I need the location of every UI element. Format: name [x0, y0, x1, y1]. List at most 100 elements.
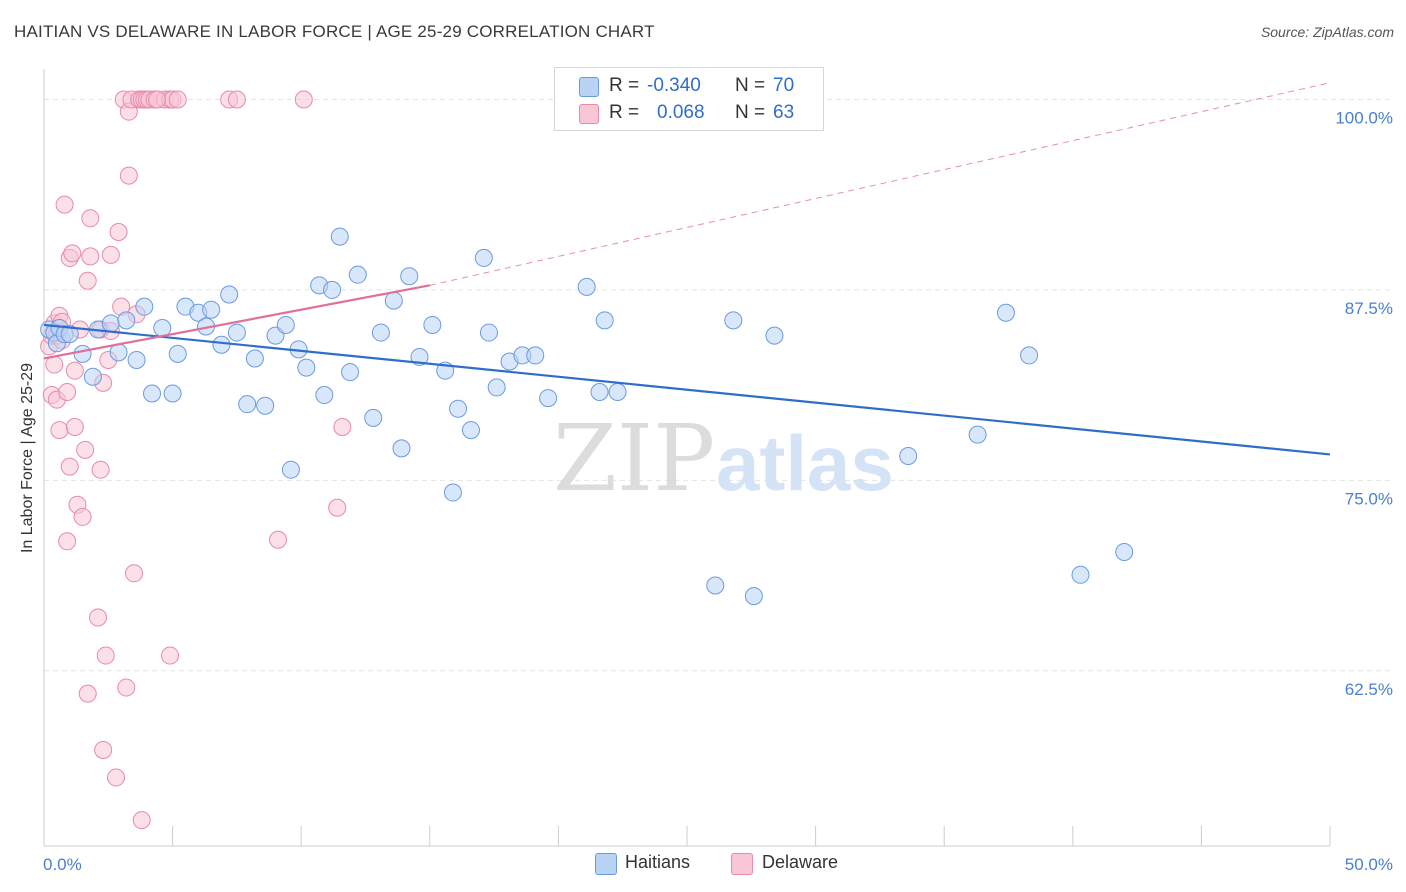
y-tick-label: 87.5%: [1345, 299, 1393, 318]
delaware-point: [227, 90, 246, 109]
haitian-point: [220, 285, 239, 304]
delaware-point: [117, 678, 136, 697]
legend-r-label: R =: [609, 75, 640, 96]
delaware-point: [168, 90, 187, 109]
trend-line-haitians: [43, 323, 1331, 456]
delaware-point: [78, 271, 97, 290]
haitian-point: [384, 291, 403, 310]
x-tick-label: 0.0%: [43, 855, 82, 874]
delaware-point: [55, 195, 74, 214]
delaware-point: [81, 209, 100, 228]
delaware-point: [96, 646, 115, 665]
haitian-point: [212, 335, 231, 354]
haitian-point: [227, 323, 246, 342]
y-axis-label: In Labor Force | Age 25-29: [19, 362, 36, 554]
delaware-point: [328, 498, 347, 517]
legend-n-label: N =: [735, 75, 766, 96]
delaware-point: [132, 811, 151, 830]
legend-n-label: N =: [735, 102, 766, 123]
delaware-point: [101, 245, 120, 264]
haitian-point: [608, 382, 627, 401]
haitian-point: [706, 576, 725, 595]
haitian-point: [539, 389, 558, 408]
delaware-point: [78, 684, 97, 703]
trend-line-delaware: [43, 284, 431, 360]
watermark: ZIP atlas: [553, 405, 894, 512]
haitian-point: [968, 425, 987, 444]
haitian-point: [143, 384, 162, 403]
haitian-point: [73, 344, 92, 363]
haitian-point: [315, 386, 334, 405]
haitian-point: [168, 344, 187, 363]
legend-r-value: -0.340: [647, 75, 701, 96]
haitian-point: [256, 396, 275, 415]
haitian-point: [400, 267, 419, 286]
legend-box: R = -0.340 N = 70 R = 0.068 N = 63: [554, 67, 824, 131]
haitian-point: [1115, 542, 1134, 561]
delaware-point: [65, 418, 84, 437]
delaware-point: [109, 223, 128, 242]
watermark-atlas: atlas: [716, 419, 894, 507]
haitian-point: [744, 587, 763, 606]
bottom-legend-label-haitians: Haitians: [625, 852, 691, 872]
delaware-point: [50, 421, 69, 440]
haitian-point: [1020, 346, 1039, 365]
haitian-point: [899, 446, 918, 465]
haitian-point: [238, 395, 257, 414]
y-tick-label: 100.0%: [1335, 108, 1393, 127]
haitian-point: [724, 311, 743, 330]
delaware-point: [58, 382, 77, 401]
delaware-point: [94, 741, 113, 760]
haitian-point: [297, 358, 316, 377]
haitian-point: [423, 315, 442, 334]
haitian-point: [392, 439, 411, 458]
source-label: Source: ZipAtlas.com: [1260, 24, 1394, 40]
haitian-point: [330, 227, 349, 246]
y-tick-label: 75.0%: [1345, 489, 1393, 508]
delaware-points: [40, 90, 352, 830]
haitian-point: [323, 280, 342, 299]
watermark-zip: ZIP: [553, 405, 715, 512]
haitian-point: [487, 378, 506, 397]
haitian-point: [127, 350, 146, 369]
haitian-point: [348, 265, 367, 284]
delaware-point: [58, 532, 77, 551]
trend-lines: [43, 82, 1331, 456]
delaware-point: [91, 460, 110, 479]
haitian-point: [245, 349, 264, 368]
bottom-legend-swatch-haitians: [595, 853, 617, 875]
haitian-point: [590, 382, 609, 401]
delaware-point: [65, 361, 84, 380]
haitian-point: [135, 297, 154, 316]
haitian-point: [996, 303, 1015, 322]
haitian-point: [371, 323, 390, 342]
haitian-point: [765, 326, 784, 345]
haitian-point: [60, 325, 79, 344]
delaware-point: [148, 90, 167, 109]
haitian-point: [276, 315, 295, 334]
y-tick-label: 62.5%: [1345, 680, 1393, 699]
haitian-point: [1071, 565, 1090, 584]
haitian-point: [117, 311, 136, 330]
delaware-point: [63, 244, 82, 263]
x-tick-label: 50.0%: [1345, 855, 1393, 874]
delaware-point: [73, 507, 92, 526]
delaware-point: [294, 90, 313, 109]
haitian-point: [202, 300, 221, 319]
delaware-point: [333, 418, 352, 437]
delaware-point: [161, 646, 180, 665]
legend-swatch-haitians: [579, 77, 599, 97]
legend-r-label: R =: [609, 102, 640, 123]
haitian-point: [474, 248, 493, 267]
legend-r-value: 0.068: [657, 102, 705, 123]
haitian-point: [443, 483, 462, 502]
haitian-point: [281, 460, 300, 479]
chart-title: HAITIAN VS DELAWARE IN LABOR FORCE | AGE…: [14, 22, 655, 41]
haitian-point: [595, 311, 614, 330]
legend-n-value: 63: [773, 102, 795, 123]
haitian-point: [526, 346, 545, 365]
haitian-point: [479, 323, 498, 342]
delaware-point: [119, 166, 138, 185]
bottom-legend-swatch-delaware: [731, 853, 753, 875]
